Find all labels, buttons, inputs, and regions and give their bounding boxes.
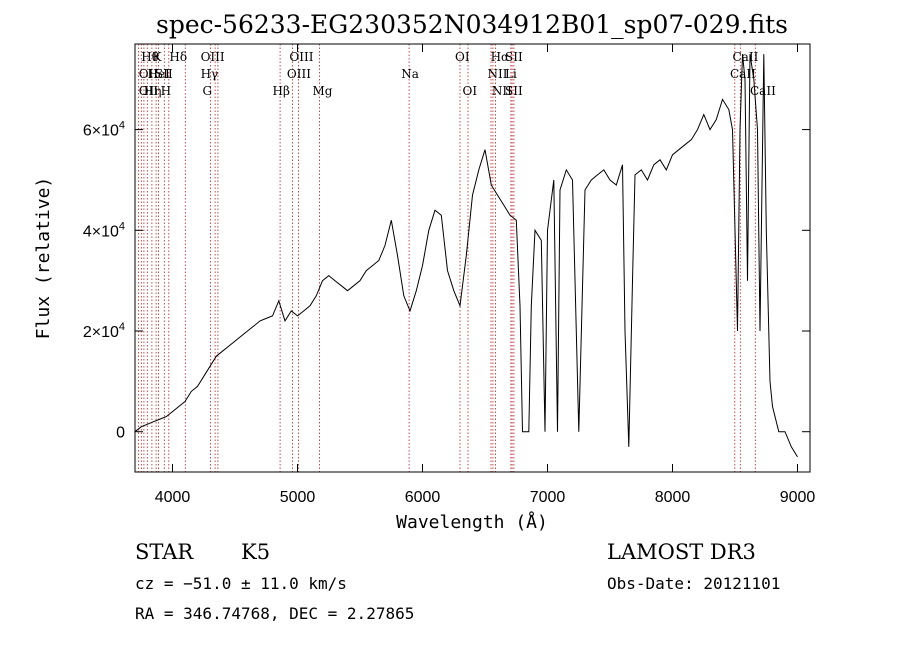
line-label-8: Hδ: [169, 50, 187, 64]
x-tick-label-5: 9000: [780, 489, 816, 506]
y-tick-label-1: 2×104: [83, 321, 125, 341]
ra-dec-coordinates: RA = 346.74768, DEC = 2.27865: [135, 604, 414, 623]
line-label-13: OIII: [289, 50, 313, 64]
x-tick-label-1: 5000: [280, 489, 316, 506]
line-label-19: Hα: [491, 50, 510, 64]
x-axis-label: Wavelength (Å): [396, 511, 548, 533]
line-label-6: SII: [155, 67, 173, 81]
line-label-5: K: [153, 50, 163, 64]
line-label-22: SII: [505, 50, 523, 64]
y-tick-label-2: 4×104: [83, 220, 125, 240]
object-type: STAR: [135, 540, 194, 564]
line-label-12: Hβ: [273, 84, 290, 98]
x-tick-label-2: 6000: [405, 489, 441, 506]
spectral-subclass: K5: [241, 540, 270, 564]
line-label-1: OII: [139, 67, 159, 81]
line-label-23: Li: [505, 67, 517, 81]
y-axis-ticks: 0 2×104 4×104 6×104: [83, 120, 810, 442]
chart-title: spec-56233-EG230352N034912B01_sp07-029.f…: [156, 10, 788, 39]
line-label-14: OIII: [287, 67, 311, 81]
line-label-11: G: [203, 84, 213, 98]
x-tick-label-0: 4000: [155, 489, 191, 506]
line-label-18: OI: [463, 84, 478, 98]
line-label-4: Hη: [144, 84, 162, 98]
x-tick-label-4: 8000: [655, 489, 691, 506]
redshift-cz: cz = −51.0 ± 11.0 km/s: [135, 574, 347, 593]
spectrum-plot-area: [134, 54, 798, 458]
observation-date: Obs-Date: 20121101: [607, 574, 780, 593]
line-label-7: H: [161, 84, 171, 98]
plot-frame: [134, 43, 811, 473]
spectrum-series-line: [134, 54, 798, 458]
spectral-line-markers: [137, 44, 756, 472]
line-label-15: Mg: [313, 84, 333, 98]
line-label-0: Hθ: [141, 50, 159, 64]
x-axis-ticks: 4000 5000 6000 7000 8000 9000: [155, 44, 816, 506]
line-label-3: HeI: [148, 67, 171, 81]
y-axis-label: Flux (relative): [33, 177, 54, 340]
line-label-10: Hγ: [201, 67, 219, 81]
line-label-16: Na: [401, 67, 419, 81]
survey-name: LAMOST DR3: [607, 540, 756, 564]
y-tick-label-0: 0: [116, 425, 125, 442]
x-tick-label-3: 7000: [530, 489, 566, 506]
line-label-2: OII: [139, 84, 159, 98]
line-label-25: CaII: [733, 50, 759, 64]
line-label-20: NII: [488, 67, 508, 81]
line-label-9: OIII: [201, 50, 225, 64]
line-label-21: NII: [492, 84, 512, 98]
y-tick-label-3: 6×104: [83, 120, 125, 140]
line-label-17: OI: [455, 50, 470, 64]
line-label-24: SII: [505, 84, 523, 98]
